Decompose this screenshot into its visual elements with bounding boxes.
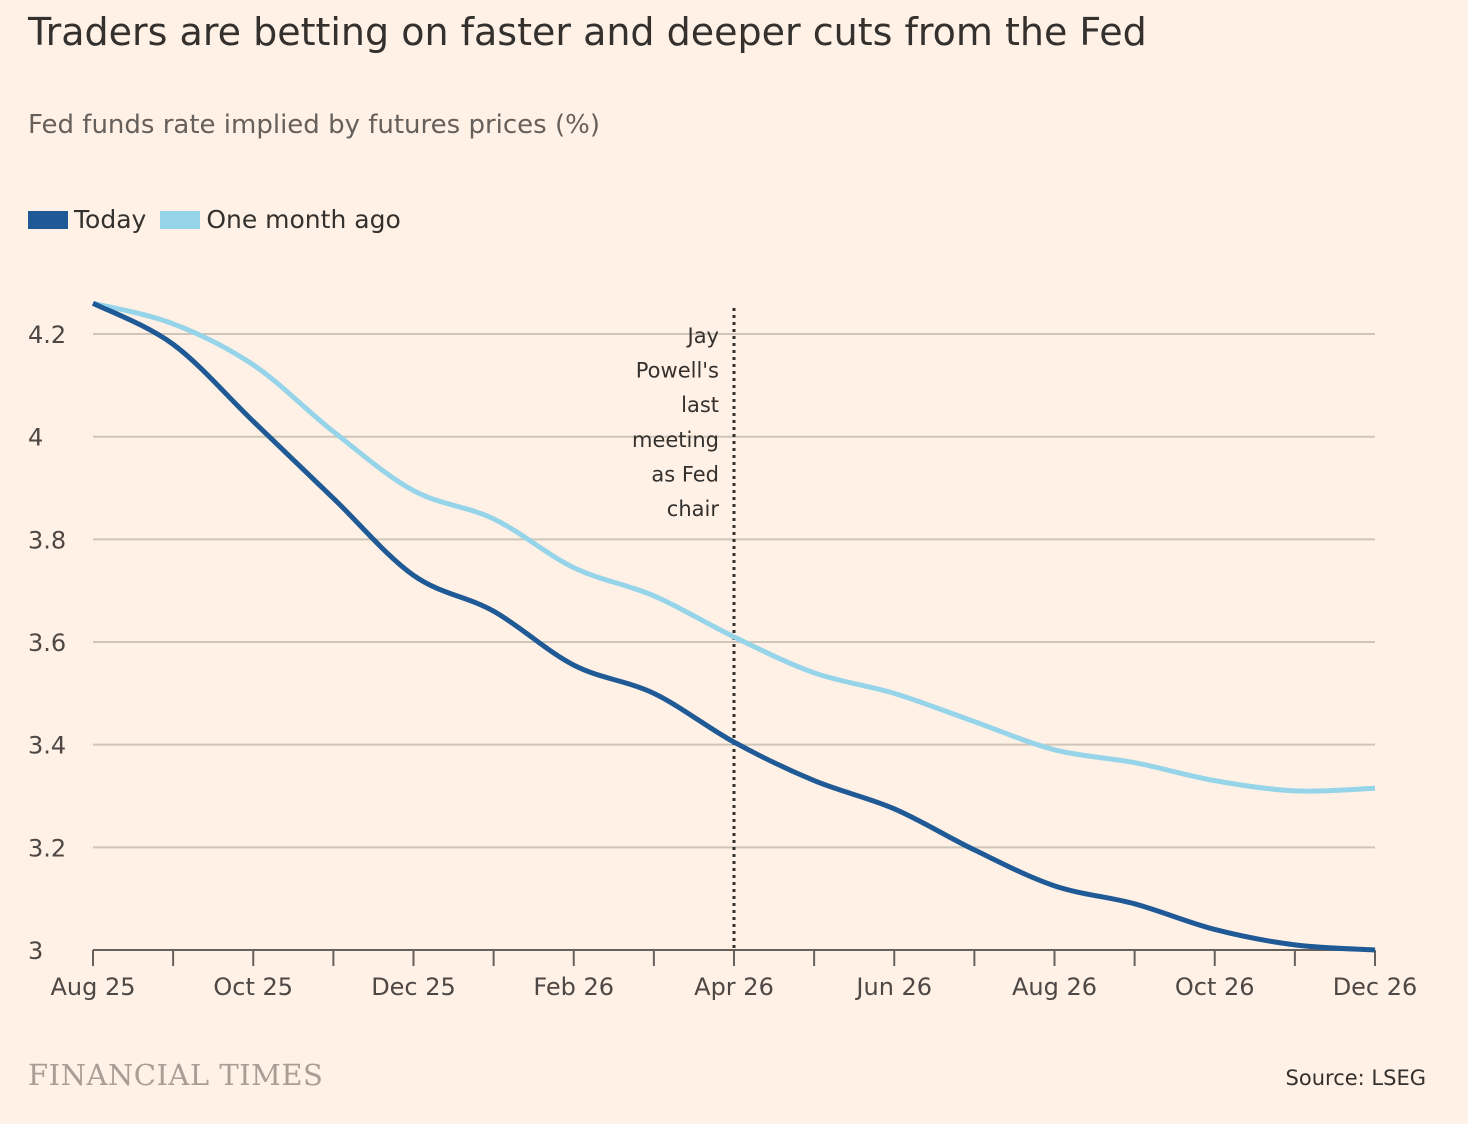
- x-tick-label: Apr 26: [694, 973, 774, 1001]
- x-tick-label: Dec 26: [1333, 973, 1418, 1001]
- annotation-text: Powell's: [636, 359, 719, 383]
- y-tick-label: 3.4: [28, 732, 66, 760]
- legend: Today One month ago: [28, 205, 415, 234]
- ft-logo: FINANCIAL TIMES: [28, 1058, 324, 1092]
- series-line-today: [91, 301, 1376, 953]
- y-tick-label: 3.2: [28, 834, 66, 862]
- series-line-one-month-ago: [92, 300, 1376, 794]
- x-tick-label: Oct 25: [213, 973, 293, 1001]
- y-tick-label: 3: [28, 937, 43, 965]
- legend-label-one-month-ago: One month ago: [206, 205, 401, 234]
- legend-label-today: Today: [74, 205, 147, 234]
- annotation-text: as Fed: [651, 462, 719, 486]
- y-tick-label: 4: [28, 424, 43, 452]
- annotation-text: chair: [667, 497, 720, 521]
- y-tick-label: 3.8: [28, 526, 66, 554]
- annotation-text: Jay: [686, 324, 720, 348]
- chart-title: Traders are betting on faster and deeper…: [28, 10, 1147, 54]
- annotation-text: last: [681, 393, 719, 417]
- y-tick-label: 3.6: [28, 629, 66, 657]
- legend-item-one-month-ago: One month ago: [160, 205, 401, 234]
- x-tick-label: Aug 26: [1012, 973, 1097, 1001]
- legend-item-today: Today: [28, 205, 146, 234]
- y-tick-label: 4.2: [28, 321, 66, 349]
- chart-subtitle: Fed funds rate implied by futures prices…: [28, 110, 600, 140]
- annotation-text: meeting: [632, 428, 719, 452]
- x-tick-label: Dec 25: [371, 973, 456, 1001]
- x-tick-label: Feb 26: [533, 973, 614, 1001]
- x-tick-label: Jun 26: [854, 973, 932, 1001]
- x-tick-label: Oct 26: [1175, 973, 1255, 1001]
- legend-swatch-one-month-ago: [160, 210, 201, 229]
- source-note: Source: LSEG: [1285, 1066, 1426, 1090]
- legend-swatch-today: [28, 210, 68, 229]
- x-tick-label: Aug 25: [50, 973, 135, 1001]
